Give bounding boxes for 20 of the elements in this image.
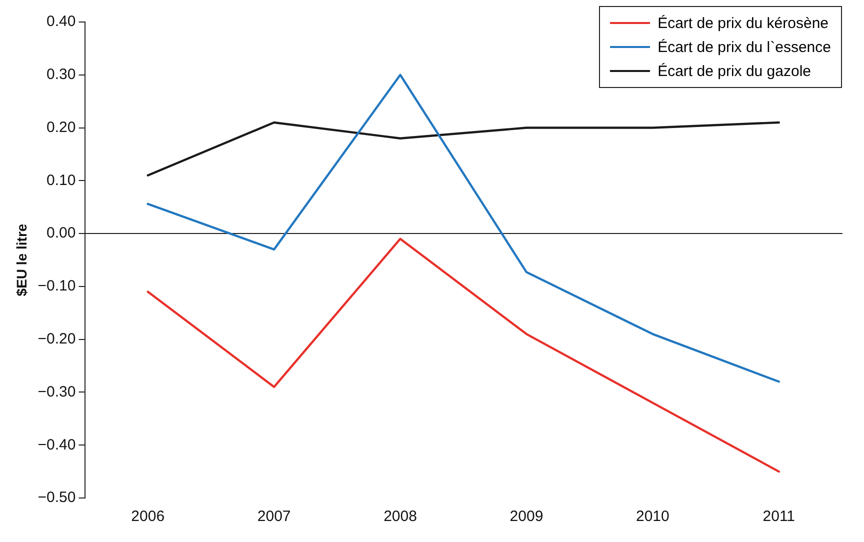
y-axis-title: $EU le litre <box>13 224 30 296</box>
y-tick-label: 0.10 <box>46 172 76 189</box>
legend-label: Écart de prix du l`essence <box>658 38 831 56</box>
y-tick-label: −0.20 <box>38 330 76 348</box>
y-tick-label: 0.40 <box>46 13 76 30</box>
y-tick-label: −0.30 <box>38 383 76 400</box>
y-tick-label: −0.10 <box>38 278 76 295</box>
x-tick-label: 2007 <box>257 508 291 526</box>
x-tick-label: 2009 <box>510 508 544 526</box>
x-tick-label: 2011 <box>762 508 796 526</box>
x-tick-label: 2008 <box>384 508 417 526</box>
legend-label: Écart de prix du gazole <box>658 62 811 80</box>
legend-label: Écart de prix du kérosène <box>658 14 829 32</box>
y-tick-label: −0.40 <box>38 436 76 454</box>
y-tick-label: 0.00 <box>46 224 76 242</box>
y-tick-label: 0.20 <box>46 118 76 136</box>
y-tick-label: −0.50 <box>38 489 76 506</box>
x-tick-label: 2010 <box>636 508 670 526</box>
y-tick-label: 0.30 <box>46 66 76 84</box>
x-tick-label: 2006 <box>131 508 165 526</box>
